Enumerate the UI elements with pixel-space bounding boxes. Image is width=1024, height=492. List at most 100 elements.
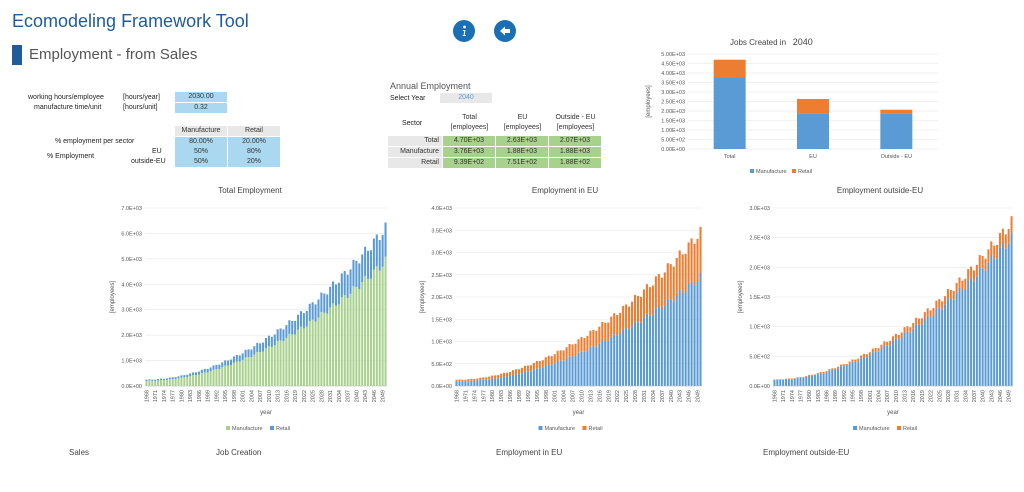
bar-retail (909, 327, 912, 333)
bar-retail (636, 295, 640, 323)
bar-manufacture (529, 371, 532, 386)
bar-manufacture (776, 379, 779, 386)
tab-employment-outside-eu[interactable]: Employment outside-EU (763, 448, 850, 457)
section-marker (12, 45, 22, 65)
bar-manufacture (314, 321, 317, 386)
bar-retail (589, 330, 592, 347)
bar-retail (500, 373, 503, 378)
bar-retail (294, 320, 297, 335)
bar-manufacture (834, 369, 837, 386)
x-tick-label: 2013 (276, 390, 282, 402)
bar-retail (610, 316, 613, 337)
bar-manufacture (511, 374, 515, 386)
emp-retail-input[interactable]: 20.00% (228, 137, 280, 147)
x-tick-label: 2025 (624, 390, 630, 402)
tab-sales[interactable]: Sales (69, 448, 90, 457)
bar-retail (568, 344, 571, 357)
outside-manufacture-input[interactable]: 50% (175, 157, 227, 167)
manufacture-time-input[interactable]: 0.32 (175, 103, 227, 113)
x-tick-label: 2040 (669, 390, 675, 402)
bar-retail (785, 378, 788, 380)
bar-manufacture (482, 379, 485, 386)
bar-retail (145, 379, 148, 381)
bar-manufacture (259, 352, 262, 386)
bar-retail (860, 355, 863, 359)
x-tick-label: 2007 (258, 390, 264, 402)
bar-manufacture (923, 319, 926, 386)
bar-retail (200, 369, 203, 374)
bar-retail (675, 257, 678, 296)
bar-manufacture (151, 380, 154, 386)
bar-retail (808, 374, 811, 376)
bar-manufacture (880, 113, 913, 149)
y-tick-label: 3.0E+03 (121, 308, 142, 314)
bar-manufacture (619, 334, 622, 386)
bar-manufacture (903, 332, 906, 386)
bar-manufacture (500, 377, 503, 386)
x-axis-label: year (260, 410, 272, 416)
legend-label: Manufacture (756, 169, 787, 175)
bar-manufacture (291, 334, 294, 386)
bar-manufacture (332, 303, 335, 386)
bar-manufacture (631, 326, 634, 386)
x-tick-label: 1995 (851, 390, 857, 402)
manufacture-time-unit: [hours/unit] (123, 104, 158, 111)
employment-outside-title: Employment outside-EU (836, 186, 924, 195)
x-tick-label: 2019 (293, 390, 299, 402)
bar-manufacture (648, 315, 651, 386)
info-icon (462, 25, 466, 36)
emp-manufacture-input[interactable]: 80.00% (175, 137, 227, 147)
bar-manufacture (932, 315, 935, 386)
bar-manufacture (868, 355, 871, 386)
outside-retail-input[interactable]: 20% (228, 157, 280, 167)
y-tick-label: 0.0E+00 (749, 384, 770, 390)
jobs-chart-title: Jobs Created in 2040 (730, 37, 813, 47)
bar-manufacture (337, 304, 340, 386)
bar-manufacture (485, 379, 488, 386)
bar-retail (526, 365, 529, 372)
bar-retail (523, 365, 526, 372)
bar-retail (494, 375, 497, 379)
select-year-input[interactable]: 2040 (440, 93, 492, 103)
eu-manufacture-input[interactable]: 50% (175, 147, 227, 157)
bar-retail (229, 359, 233, 366)
bar-manufacture (949, 298, 952, 386)
y-tick-label: 2.50E+03 (661, 100, 685, 106)
y-tick-label: 6.0E+03 (121, 231, 142, 237)
bar-retail (616, 315, 619, 336)
outside-eu-row-label: outside-EU (131, 158, 166, 165)
bar-manufacture (165, 379, 168, 386)
bar-manufacture (180, 377, 183, 386)
bar-retail (541, 360, 544, 368)
legend-swatch (226, 426, 230, 430)
col-outside-unit: [employees] (556, 124, 595, 131)
y-tick-label: 3.0E+03 (749, 206, 770, 212)
bar-retail (215, 364, 218, 370)
tab-job-creation[interactable]: Job Creation (216, 448, 262, 457)
bar-retail (189, 373, 192, 377)
working-hours-input[interactable]: 2030.00 (175, 92, 227, 102)
y-tick-label: 4.0E+03 (121, 282, 142, 288)
bar-retail (837, 366, 840, 369)
x-tick-label: 2010 (579, 390, 585, 402)
bar-manufacture (690, 281, 693, 386)
bar-manufacture (288, 333, 291, 386)
tab-employment-eu[interactable]: Employment in EU (496, 448, 563, 457)
employment-outside-chart: 0.0E+00 5.0E+02 1.0E+03 1.5E+03 2.0E+03 2.5E+… (738, 206, 1013, 432)
x-tick-label: 1986 (197, 390, 203, 402)
bar-retail (935, 300, 938, 309)
info-button[interactable] (453, 20, 475, 42)
bar-manufacture (639, 322, 643, 386)
x-tick-label: 2034 (337, 390, 343, 402)
eu-retail-input[interactable]: 80% (228, 147, 280, 157)
bar-retail (625, 304, 628, 329)
bar-retail (583, 338, 586, 352)
back-button[interactable] (494, 20, 516, 42)
col-total-unit: [employees] (450, 124, 489, 131)
col-eu-unit: [employees] (503, 124, 542, 131)
bar-manufacture (796, 378, 799, 386)
bar-retail (799, 376, 802, 378)
y-tick-label: 0.0E+00 (431, 384, 452, 390)
x-tick-label: 2040 (354, 390, 360, 402)
bar-retail (165, 378, 168, 380)
